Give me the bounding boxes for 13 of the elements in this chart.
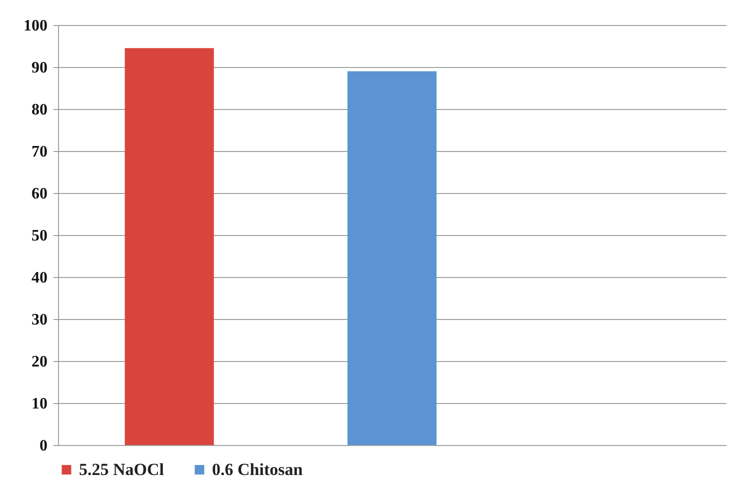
y-tick-label: 80 bbox=[32, 102, 48, 118]
y-tick-label: 40 bbox=[32, 270, 48, 286]
legend-label: 5.25 NaOCl bbox=[79, 460, 164, 479]
y-tick-label: 10 bbox=[32, 396, 48, 412]
legend-label: 0.6 Chitosan bbox=[212, 460, 304, 479]
y-tick-label: 20 bbox=[32, 354, 48, 370]
y-tick-label: 30 bbox=[32, 312, 48, 328]
y-tick-label: 70 bbox=[32, 144, 48, 160]
y-tick-label: 0 bbox=[40, 438, 48, 454]
y-tick-label: 100 bbox=[24, 18, 48, 34]
y-tick-label: 50 bbox=[32, 228, 48, 244]
y-tick-label: 60 bbox=[32, 186, 48, 202]
y-tick-label: 90 bbox=[32, 60, 48, 76]
